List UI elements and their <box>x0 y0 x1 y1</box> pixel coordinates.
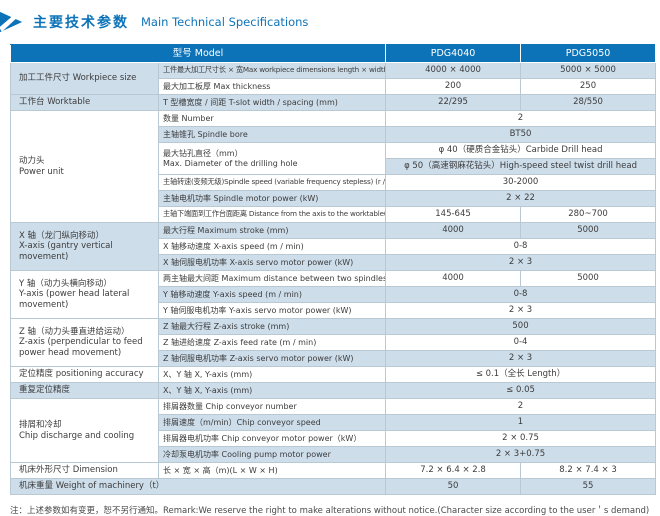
page-title-en: Main Technical Specifications <box>141 15 309 29</box>
spec-label: 最大加工板厚 Max thickness <box>157 78 387 95</box>
category-label: 定位精度 positioning accuracy <box>10 366 159 383</box>
category-text: Z-axis (perpendicular to feed power head… <box>19 337 143 358</box>
model-column-pdg4040: PDG4040 <box>385 44 522 63</box>
spec-label: Y 轴伺服电机功率 Y-axis servo motor power (kW) <box>157 302 387 319</box>
spec-label: 长 × 宽 × 高（m)(L × W × H) <box>157 462 387 479</box>
spec-value: ≤ 0.1（全长 Length） <box>385 366 657 383</box>
category-text: 重复定位精度 <box>19 385 71 396</box>
spec-label: X 轴伺服电机功率 X-axis servo motor power (kW) <box>157 254 387 271</box>
footer-note: 注：上述参数如有变更，恕不另行通知。Remark:We reserve the … <box>10 506 650 516</box>
spec-text: 最大钻孔直径（mm） <box>163 148 243 158</box>
spec-label: 最大行程 Maximum stroke (mm) <box>157 222 387 239</box>
spec-value: φ 40（硬质合金钻头）Carbide Drill head <box>385 142 657 159</box>
category-label: Y 轴（动力头横向移动） Y-axis (power head lateral … <box>10 270 159 319</box>
spec-label: 排屑器数量 Chip conveyor number <box>157 398 387 415</box>
spec-label: X、Y 轴 X, Y-axis (mm) <box>157 382 387 399</box>
category-label: 工作台 Worktable <box>10 94 159 111</box>
spec-label: X、Y 轴 X, Y-axis (mm) <box>157 366 387 383</box>
category-label: X 轴（龙门纵向移动） X-axis (gantry vertical move… <box>10 222 159 271</box>
spec-label: Y 轴移动速度 Y-axis speed (m / min) <box>157 286 387 303</box>
spec-value: 55 <box>520 478 657 495</box>
category-text: Z 轴（动力头垂直进给运动） <box>19 327 130 338</box>
spec-value: 0-8 <box>385 238 657 255</box>
category-label: 排屑和冷却 Chip discharge and cooling <box>10 398 159 463</box>
spec-label: Z 轴伺服电机功率 Z-axis servo motor power (kW) <box>157 350 387 367</box>
spec-label: X 轴移动速度 X-axis speed (m / min) <box>157 238 387 255</box>
category-label: 机床外形尺寸 Dimension <box>10 462 159 479</box>
spec-label: Z 轴进给速度 Z-axis feed rate (m / min) <box>157 334 387 351</box>
category-text: X 轴（龙门纵向移动） <box>19 231 105 242</box>
spec-value: 2 × 22 <box>385 190 657 207</box>
spec-value: 2 × 3+0.75 <box>385 446 657 463</box>
category-text: Power unit <box>19 166 64 177</box>
spec-value: ≤ 0.05 <box>385 382 657 399</box>
spec-label: 两主轴最大间距 Maximum distance between two spi… <box>157 270 387 287</box>
spec-label: 工件最大加工尺寸长 × 宽Max workpiece dimensions le… <box>157 62 387 79</box>
spec-value: 4000 <box>385 222 522 239</box>
category-text: Y 轴（动力头横向移动） <box>19 279 112 290</box>
spec-label: 数量 Number <box>157 110 387 127</box>
spec-value: 200 <box>385 78 522 95</box>
category-text: 机床外形尺寸 Dimension <box>19 465 118 476</box>
page-title-zh: 主要技术参数 <box>33 15 129 31</box>
spec-value: 250 <box>520 78 657 95</box>
spec-label: T 型槽宽度 / 间距 T-slot width / spacing (mm) <box>157 94 387 111</box>
category-label: 动力头 Power unit <box>10 110 159 223</box>
spec-label: Z 轴最大行程 Z-axis stroke (mm) <box>157 318 387 335</box>
category-label: 加工工件尺寸 Workpiece size <box>10 62 159 95</box>
category-label: 机床重量 Weight of machinery（t） <box>9 478 387 495</box>
category-label: Z 轴（动力头垂直进给运动） Z-axis (perpendicular to … <box>10 318 159 367</box>
category-text: X-axis (gantry vertical movement) <box>19 241 113 262</box>
spec-label: 冷却泵电机功率 Cooling pump motor power <box>157 446 387 463</box>
spec-value: 2 <box>385 110 657 127</box>
category-text: 加工工件尺寸 Workpiece size <box>19 73 137 84</box>
spec-label: 主轴转速(变频无级)Spindle speed (variable freque… <box>157 174 387 191</box>
spec-label: 主轴下端面到工作台面距离 Distance from the axis to t… <box>157 206 387 223</box>
category-text: Chip discharge and cooling <box>19 430 135 441</box>
spec-label: 排屑器电机功率 Chip conveyor motor power（kW） <box>157 430 387 447</box>
spec-value: 5000 <box>520 222 657 239</box>
model-column-pdg5050: PDG5050 <box>520 44 657 63</box>
category-text: Y-axis (power head lateral movement) <box>19 289 130 310</box>
spec-value: 2 × 3 <box>385 350 657 367</box>
category-text: 工作台 Worktable <box>19 97 91 108</box>
spec-value: 2 <box>385 398 657 415</box>
spec-value: 4000 × 4000 <box>385 62 522 79</box>
spec-value: 50 <box>385 478 522 495</box>
spec-value: 4000 <box>385 270 522 287</box>
spec-label: 主轴锥孔 Spindle bore <box>157 126 387 143</box>
spec-value: 7.2 × 6.4 × 2.8 <box>385 462 522 479</box>
model-header-label: 型号 Model <box>9 44 387 63</box>
spec-value: 2 × 3 <box>385 254 657 271</box>
chevron-arrow-icon <box>0 11 23 33</box>
spec-value: BT50 <box>385 126 657 143</box>
category-text: 动力头 <box>19 156 45 167</box>
spec-value: 145-645 <box>385 206 522 223</box>
spec-value: 2 × 3 <box>385 302 657 319</box>
spec-label: 主轴电机功率 Spindle motor power (kW) <box>157 190 387 207</box>
spec-value: 500 <box>385 318 657 335</box>
spec-value: φ 50（高速钢麻花钻头）High-speed steel twist dril… <box>385 158 657 175</box>
spec-value: 8.2 × 7.4 × 3 <box>520 462 657 479</box>
spec-value: 5000 <box>520 270 657 287</box>
spec-value: 5000 × 5000 <box>520 62 657 79</box>
spec-label: 最大钻孔直径（mm） Max. Diameter of the drilling… <box>157 142 387 175</box>
page-header: 主要技术参数 Main Technical Specifications <box>0 9 660 35</box>
spec-text: Max. Diameter of the drilling hole <box>163 158 298 168</box>
spec-value: 2 × 0.75 <box>385 430 657 447</box>
spec-value: 0-8 <box>385 286 657 303</box>
spec-value: 0-4 <box>385 334 657 351</box>
spec-value: 280~700 <box>520 206 657 223</box>
spec-label: 排屑速度（m/min）Chip conveyor speed <box>157 414 387 431</box>
category-text: 排屑和冷却 <box>19 420 62 431</box>
spec-value: 22/295 <box>385 94 522 111</box>
spec-value: 30-2000 <box>385 174 657 191</box>
spec-table: 型号 Model PDG4040 PDG5050 加工工件尺寸 Workpiec… <box>9 44 657 495</box>
spec-value: 28/550 <box>520 94 657 111</box>
category-label: 重复定位精度 <box>10 382 159 399</box>
spec-value: 1 <box>385 414 657 431</box>
category-text: 定位精度 positioning accuracy <box>19 369 144 380</box>
